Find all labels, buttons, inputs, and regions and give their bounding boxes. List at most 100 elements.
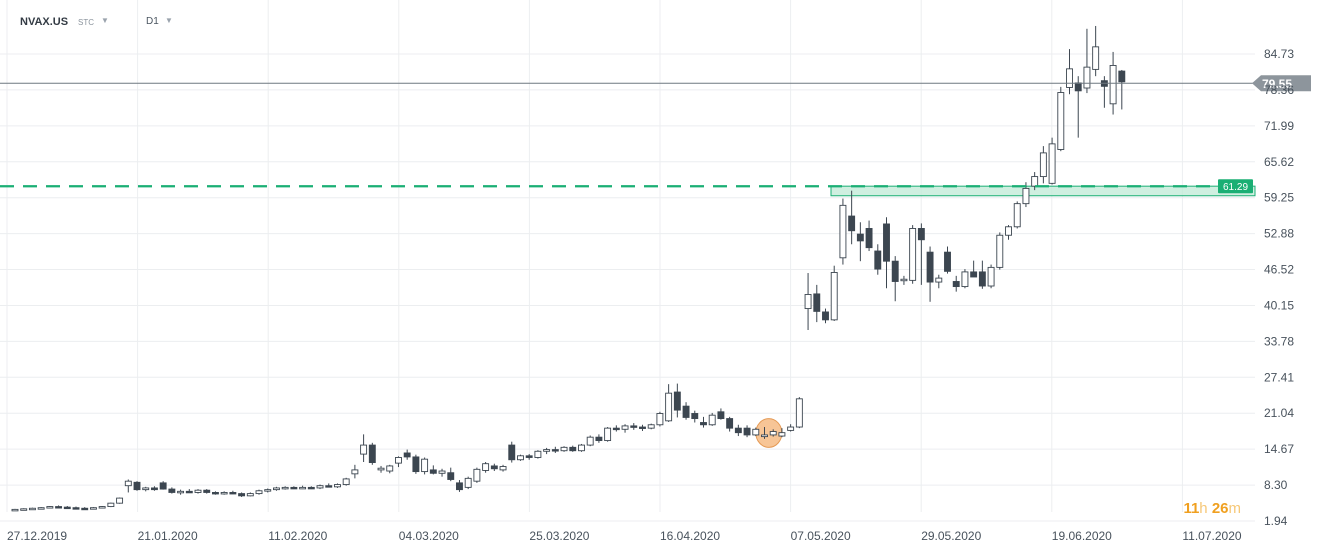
candle (1100, 76, 1108, 108)
candle-body (124, 480, 132, 487)
candle-body (1083, 66, 1091, 89)
symbol-type-label[interactable]: STC (78, 18, 94, 27)
candle-body (970, 271, 978, 278)
candle (421, 457, 429, 475)
candle (473, 467, 481, 483)
candle (220, 491, 228, 495)
candle-body (386, 465, 394, 472)
candle-body (37, 507, 45, 510)
candle (639, 424, 646, 431)
candle (700, 416, 707, 428)
candle (194, 489, 202, 494)
candle-body (1048, 143, 1056, 184)
candle-body (665, 392, 673, 422)
candle-body (281, 486, 289, 490)
candle (72, 506, 80, 510)
candle (351, 464, 359, 479)
candle (673, 383, 681, 418)
candle-body (490, 465, 498, 470)
candle (822, 308, 829, 324)
candle-body (708, 414, 716, 426)
candle-body (952, 281, 960, 288)
candle-body (822, 311, 829, 321)
candle-body (761, 434, 768, 438)
countdown-minutes-unit: m (1228, 500, 1242, 517)
candle-body (89, 507, 97, 510)
candle-body (325, 485, 333, 488)
candle-body (778, 432, 786, 437)
candle (229, 490, 237, 495)
candle-body (290, 486, 298, 490)
candle (307, 486, 315, 490)
candle-body (203, 489, 211, 493)
candle-body (525, 455, 533, 458)
candle (778, 428, 786, 438)
candle-body (647, 424, 655, 429)
y-tick-label: 40.15 (1264, 298, 1294, 312)
chevron-down-icon[interactable]: ▼ (101, 16, 109, 25)
candle-body (595, 436, 603, 442)
candle (604, 427, 612, 442)
candle (456, 480, 463, 492)
candle-body (1057, 92, 1065, 150)
candle (238, 492, 246, 497)
candle-body (543, 449, 551, 452)
candle (150, 486, 158, 491)
candle (159, 481, 167, 490)
candle-body (656, 413, 664, 426)
x-tick-label: 16.04.2020 (660, 529, 720, 543)
candle (299, 485, 307, 490)
candle (325, 483, 333, 488)
candle (560, 446, 568, 452)
candle (203, 489, 211, 494)
support-zone (830, 185, 1256, 197)
candle (1074, 76, 1082, 138)
candle-body (630, 425, 638, 428)
candle-body (368, 444, 376, 464)
countdown-hours-unit: h (1199, 500, 1208, 517)
candle (142, 486, 150, 492)
candle-body (787, 426, 795, 431)
candle-body (307, 486, 315, 490)
candle-body (769, 431, 777, 436)
candle (403, 449, 411, 460)
candle-body (316, 485, 324, 489)
candle-body (412, 456, 420, 473)
candle-body (673, 391, 681, 411)
timeframe-selector[interactable]: D1 (146, 16, 159, 27)
candle (46, 505, 54, 509)
candle-body (848, 215, 856, 232)
candle-body (46, 506, 54, 509)
candle-body (1092, 46, 1100, 70)
candle (717, 408, 725, 420)
candle-body (839, 204, 847, 259)
candle-body (255, 490, 263, 495)
candle (708, 412, 716, 426)
price-badge-label: 79.55 (1262, 77, 1292, 91)
candle (944, 246, 951, 274)
candle-body (273, 487, 280, 491)
candle (508, 441, 516, 463)
candle (177, 489, 185, 495)
candle-body (177, 490, 185, 494)
candle-body (830, 272, 838, 321)
x-tick-label: 29.05.2020 (921, 529, 981, 543)
x-tick-label: 07.05.2020 (791, 529, 851, 543)
candle-body (987, 266, 995, 287)
candle (342, 477, 350, 486)
candle (429, 465, 437, 475)
candle-body (429, 469, 437, 474)
y-tick-label: 84.73 (1264, 47, 1294, 61)
candle (246, 492, 254, 497)
candle (752, 427, 760, 437)
candle (37, 507, 45, 510)
candle (769, 429, 777, 437)
candle (395, 456, 402, 468)
candle-body (229, 492, 237, 495)
candle-body (865, 228, 873, 249)
candle-body (133, 481, 141, 491)
candle-body (734, 427, 742, 434)
chevron-down-icon[interactable]: ▼ (165, 16, 173, 25)
symbol-label[interactable]: NVAX.US (20, 16, 69, 28)
